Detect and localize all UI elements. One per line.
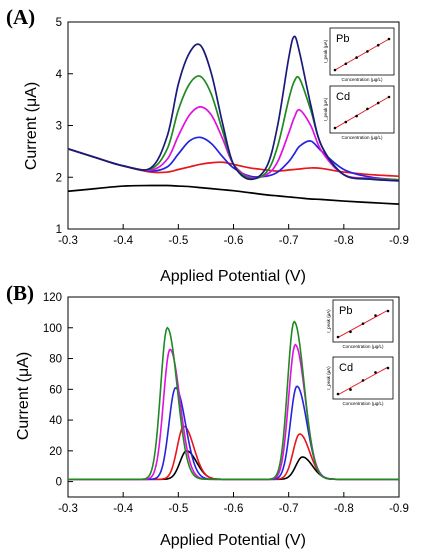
panel-a-inset-point <box>344 120 348 124</box>
panel-b-inset-label: Cd <box>339 362 353 374</box>
panel-a-ytick-label: 1 <box>56 224 62 236</box>
panel-b-inset-point <box>386 366 390 370</box>
panel-a-series <box>67 35 400 206</box>
panel-b-inset-cd: Cd Concentration (µg/L) I_peak (µA) <box>326 356 394 406</box>
panel-a-inset-cd: Cd Concentration (µg/L) I_peak (µA) <box>323 85 395 140</box>
panel-a-series-line-3 <box>67 106 400 181</box>
panel-a-ylabel: Current (μA) <box>23 82 40 170</box>
panel-b-xtick-label: -0.4 <box>113 503 133 515</box>
panel-b-inset-point <box>349 330 352 334</box>
panel-a-inset-xlabel: Concentration (µg/L) <box>341 77 383 82</box>
panel-b-ticks <box>67 296 400 497</box>
panel-b-inset-point <box>336 335 340 339</box>
panel-a-ytick-label: 5 <box>56 17 62 29</box>
panel-a-label: (A) <box>6 5 35 29</box>
panel-b-ylabel: Current (μA) <box>15 352 32 440</box>
panel-a-xtick-label: -0.6 <box>224 235 244 247</box>
panel-b-ytick-label: 40 <box>49 415 62 427</box>
panel-b-inset-point <box>349 388 352 391</box>
panel-a-inset-point <box>366 107 369 111</box>
panel-a-inset-point <box>387 95 391 99</box>
panel-a-inset-label: Pb <box>336 33 349 45</box>
panel-a-inset-ylabel: I_peak (µA) <box>323 39 328 63</box>
panel-a-inset-point <box>344 62 348 66</box>
panel-b-series-line-4 <box>68 320 399 481</box>
panel-b-inset-label: Pb <box>339 305 352 317</box>
panel-b-label: (B) <box>6 281 34 305</box>
panel-a-tick-labels: -0.3 -0.4 -0.5 -0.6 -0.7 -0.8 -0.9 1 2 3 4 5 <box>56 17 409 247</box>
panel-b-xtick-label: -0.5 <box>168 503 188 515</box>
panel-a-inset-xlabel: Concentration (µg/L) <box>341 135 383 140</box>
panel-a-inset-point <box>333 126 337 130</box>
panel-b-inset-point <box>374 371 377 374</box>
panel-b-inset-ylabel: I_peak (µA) <box>326 309 331 333</box>
panel-b-inset-point <box>386 309 390 313</box>
panel-a-ytick-label: 4 <box>56 69 63 81</box>
panel-b-inset-point <box>361 322 365 325</box>
panel-b-ytick-label: 80 <box>49 354 62 366</box>
panel-b-series-line-0 <box>68 450 399 481</box>
panel-a-inset-point <box>355 56 358 59</box>
panel-a-inset-fit-line <box>334 38 390 71</box>
panel-b-inset-ylabel: I_peak (µA) <box>326 366 331 390</box>
panel-a-ytick-label: 3 <box>56 121 62 133</box>
panel-b-inset-point <box>374 314 377 317</box>
panel-a-ytick-label: 2 <box>56 172 62 184</box>
panel-b-xtick-label: -0.6 <box>224 503 244 515</box>
panel-b-xtick-label: -0.3 <box>58 503 78 515</box>
panel-a-series-line-1 <box>67 147 400 178</box>
panel-b-series-line-1 <box>68 425 399 481</box>
panel-b-xtick-label: -0.9 <box>389 503 409 515</box>
panel-a-xtick-label: -0.9 <box>389 235 409 247</box>
panel-a-inset-point <box>376 101 380 105</box>
panel-b-tick-labels: -0.3 -0.4 -0.5 -0.6 -0.7 -0.8 -0.9 0 20 40 60 80 100… <box>43 292 409 515</box>
panel-a-xtick-label: -0.8 <box>334 235 354 247</box>
panel-a-insets: Pb Concentration (µg/L) I_peak (µA) Cd Conce… <box>323 27 395 140</box>
panel-a-inset-point <box>355 114 358 118</box>
panel-b-xtick-label: -0.7 <box>279 503 299 515</box>
panel-a-inset-label: Cd <box>336 91 350 103</box>
panel-b: (B) -0.3 -0.4 -0.5 -0.6 -0.7 -0.8 -0.9 0 20 40 60 8… <box>6 281 409 549</box>
panel-b-ytick-label: 100 <box>43 323 62 335</box>
panel-a-series-line-5 <box>67 35 400 182</box>
panel-a: (A) -0.3 -0.4 -0.5 -0.6 -0.7 -0.8 -0.9 1 2 3 4 5 Cu… <box>6 5 409 285</box>
panel-b-xlabel: Applied Potential (V) <box>160 532 306 549</box>
panel-a-inset-point <box>376 43 380 47</box>
panel-a-inset-fit-line <box>334 96 390 129</box>
panel-a-xlabel: Applied Potential (V) <box>160 268 306 285</box>
panel-b-ytick-label: 20 <box>49 446 62 458</box>
panel-b-series <box>68 320 399 481</box>
panel-a-ticks <box>67 21 400 230</box>
panel-a-inset-point <box>333 68 337 72</box>
panel-b-ytick-label: 60 <box>49 384 62 396</box>
panel-a-series-line-0 <box>67 184 400 206</box>
panel-b-inset-xlabel: Concentration (µg/L) <box>342 344 384 349</box>
panel-b-ytick-label: 0 <box>56 477 62 489</box>
panel-b-inset-point <box>336 392 340 396</box>
panel-a-xtick-label: -0.7 <box>279 235 299 247</box>
panel-a-xtick-label: -0.5 <box>168 235 188 247</box>
panel-b-inset-xlabel: Concentration (µg/L) <box>342 401 384 406</box>
panel-b-inset-point <box>361 379 365 382</box>
panel-b-ytick-label: 120 <box>43 292 62 304</box>
panel-a-xtick-label: -0.3 <box>58 235 78 247</box>
panel-a-inset-point <box>366 50 369 53</box>
panel-a-inset-point <box>387 37 391 41</box>
panel-a-inset-ylabel: I_peak (µA) <box>323 97 328 121</box>
panel-a-xtick-label: -0.4 <box>113 235 133 247</box>
panel-b-insets: Pb Concentration (µg/L) I_peak (µA) Cd Conce… <box>326 299 394 406</box>
panel-b-inset-pb: Pb Concentration (µg/L) I_peak (µA) <box>326 299 394 349</box>
panel-b-xtick-label: -0.8 <box>334 503 354 515</box>
panel-a-inset-pb: Pb Concentration (µg/L) I_peak (µA) <box>323 27 395 82</box>
